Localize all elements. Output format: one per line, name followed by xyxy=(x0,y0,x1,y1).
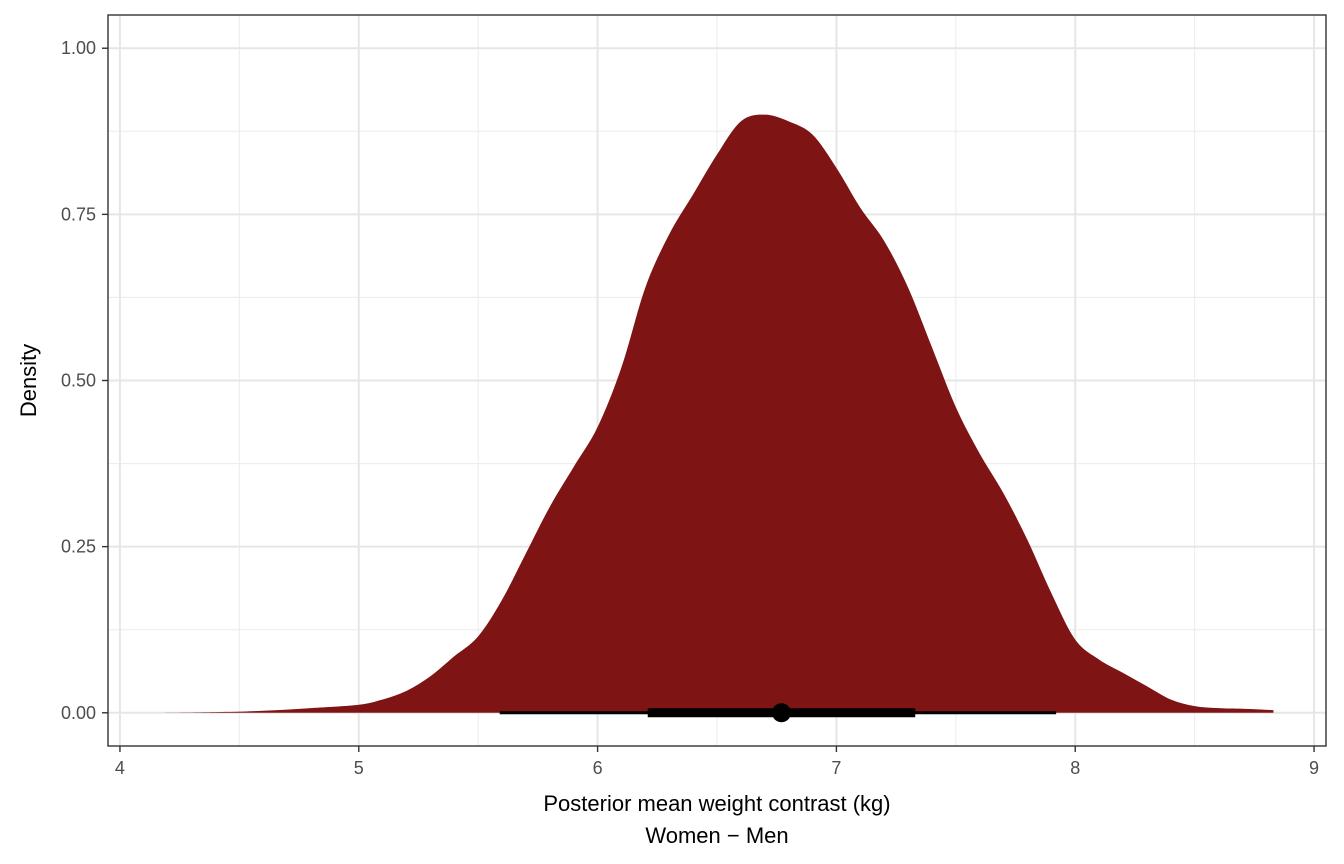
density-layer xyxy=(155,114,1274,713)
x-tick-label: 4 xyxy=(115,758,125,778)
y-tick-label: 0.25 xyxy=(61,537,96,557)
x-tick-label: 5 xyxy=(354,758,364,778)
x-tick-label: 7 xyxy=(831,758,841,778)
y-tick-label: 0.50 xyxy=(61,371,96,391)
x-tick-label: 6 xyxy=(593,758,603,778)
x-tick-label: 9 xyxy=(1309,758,1319,778)
point-estimate-marker xyxy=(771,703,791,723)
interval-layer xyxy=(499,703,1057,723)
y-axis-title: Density xyxy=(16,344,41,417)
x-axis-subtitle: Women − Men xyxy=(645,823,788,848)
y-tick-label: 0.00 xyxy=(61,703,96,723)
y-axis: 0.00 0.25 0.50 0.75 1.00 xyxy=(61,38,108,723)
density-area xyxy=(155,114,1274,713)
x-axis-title: Posterior mean weight contrast (kg) xyxy=(543,791,890,816)
y-tick-label: 1.00 xyxy=(61,38,96,58)
x-axis: 4 5 6 7 8 9 xyxy=(115,746,1319,778)
y-tick-label: 0.75 xyxy=(61,204,96,224)
x-tick-label: 8 xyxy=(1070,758,1080,778)
